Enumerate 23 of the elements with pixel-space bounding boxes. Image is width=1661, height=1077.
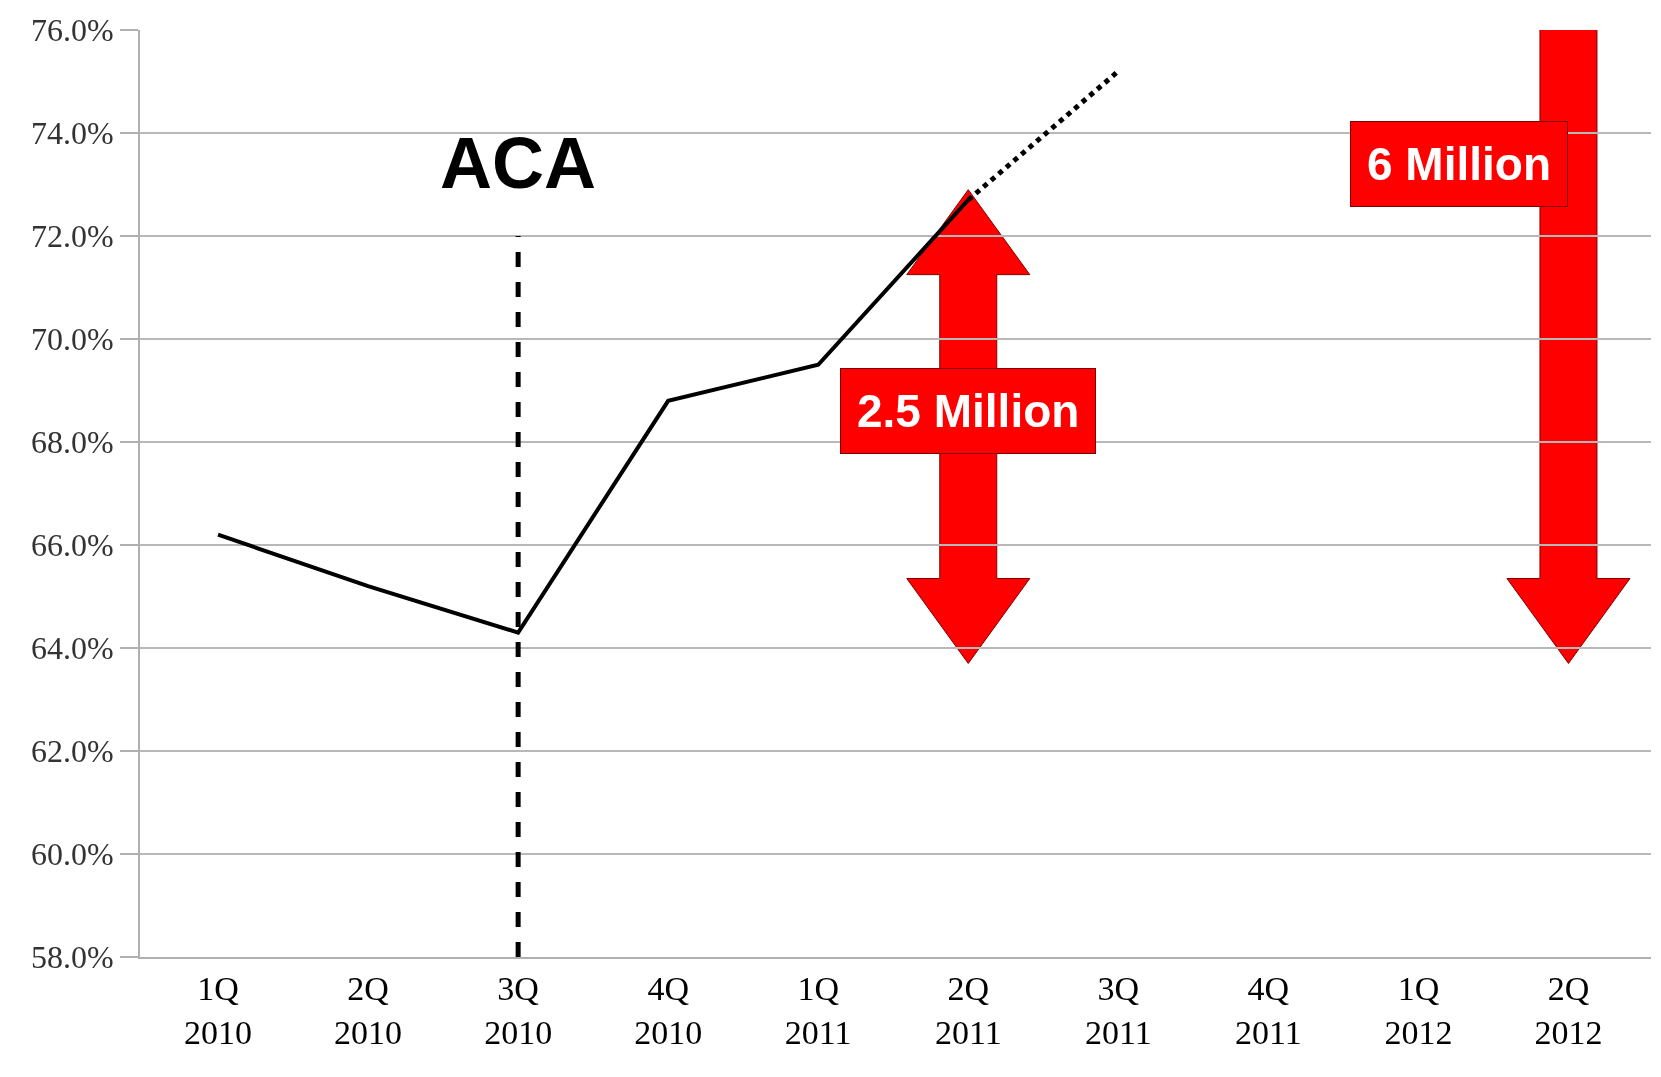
x-tick-label: 4Q 2010	[634, 969, 703, 1051]
x-tick-label: 3Q 2010	[484, 969, 553, 1051]
annotation: 2.5 Million	[857, 385, 1080, 437]
x-tick-label: 4Q 2011	[1234, 969, 1302, 1051]
x-tick-label: 2Q 2010	[334, 969, 403, 1051]
x-tick-label: 2Q 2012	[1534, 969, 1603, 1051]
x-tick-label: 1Q 2010	[184, 969, 253, 1051]
y-tick-label: 76.0%	[30, 12, 114, 49]
y-tick-label: 60.0%	[30, 836, 114, 873]
y-tick-label: 70.0%	[30, 321, 114, 358]
x-tick-label: 1Q 2011	[784, 969, 852, 1051]
y-tick-label: 58.0%	[30, 939, 114, 976]
y-tick-label: 64.0%	[30, 630, 114, 667]
y-tick-label: 74.0%	[30, 115, 114, 152]
annotation: 6 Million	[1367, 138, 1551, 190]
y-tick-label: 66.0%	[30, 527, 114, 564]
y-tick-label: 62.0%	[30, 733, 114, 770]
x-tick-label: 1Q 2012	[1384, 969, 1453, 1051]
x-tick-label: 3Q 2011	[1084, 969, 1152, 1051]
x-tick-label: 2Q 2011	[934, 969, 1002, 1051]
y-tick-label: 72.0%	[30, 218, 114, 255]
y-tick-label: 68.0%	[30, 424, 114, 461]
ref-line-label: ACA	[440, 123, 596, 203]
